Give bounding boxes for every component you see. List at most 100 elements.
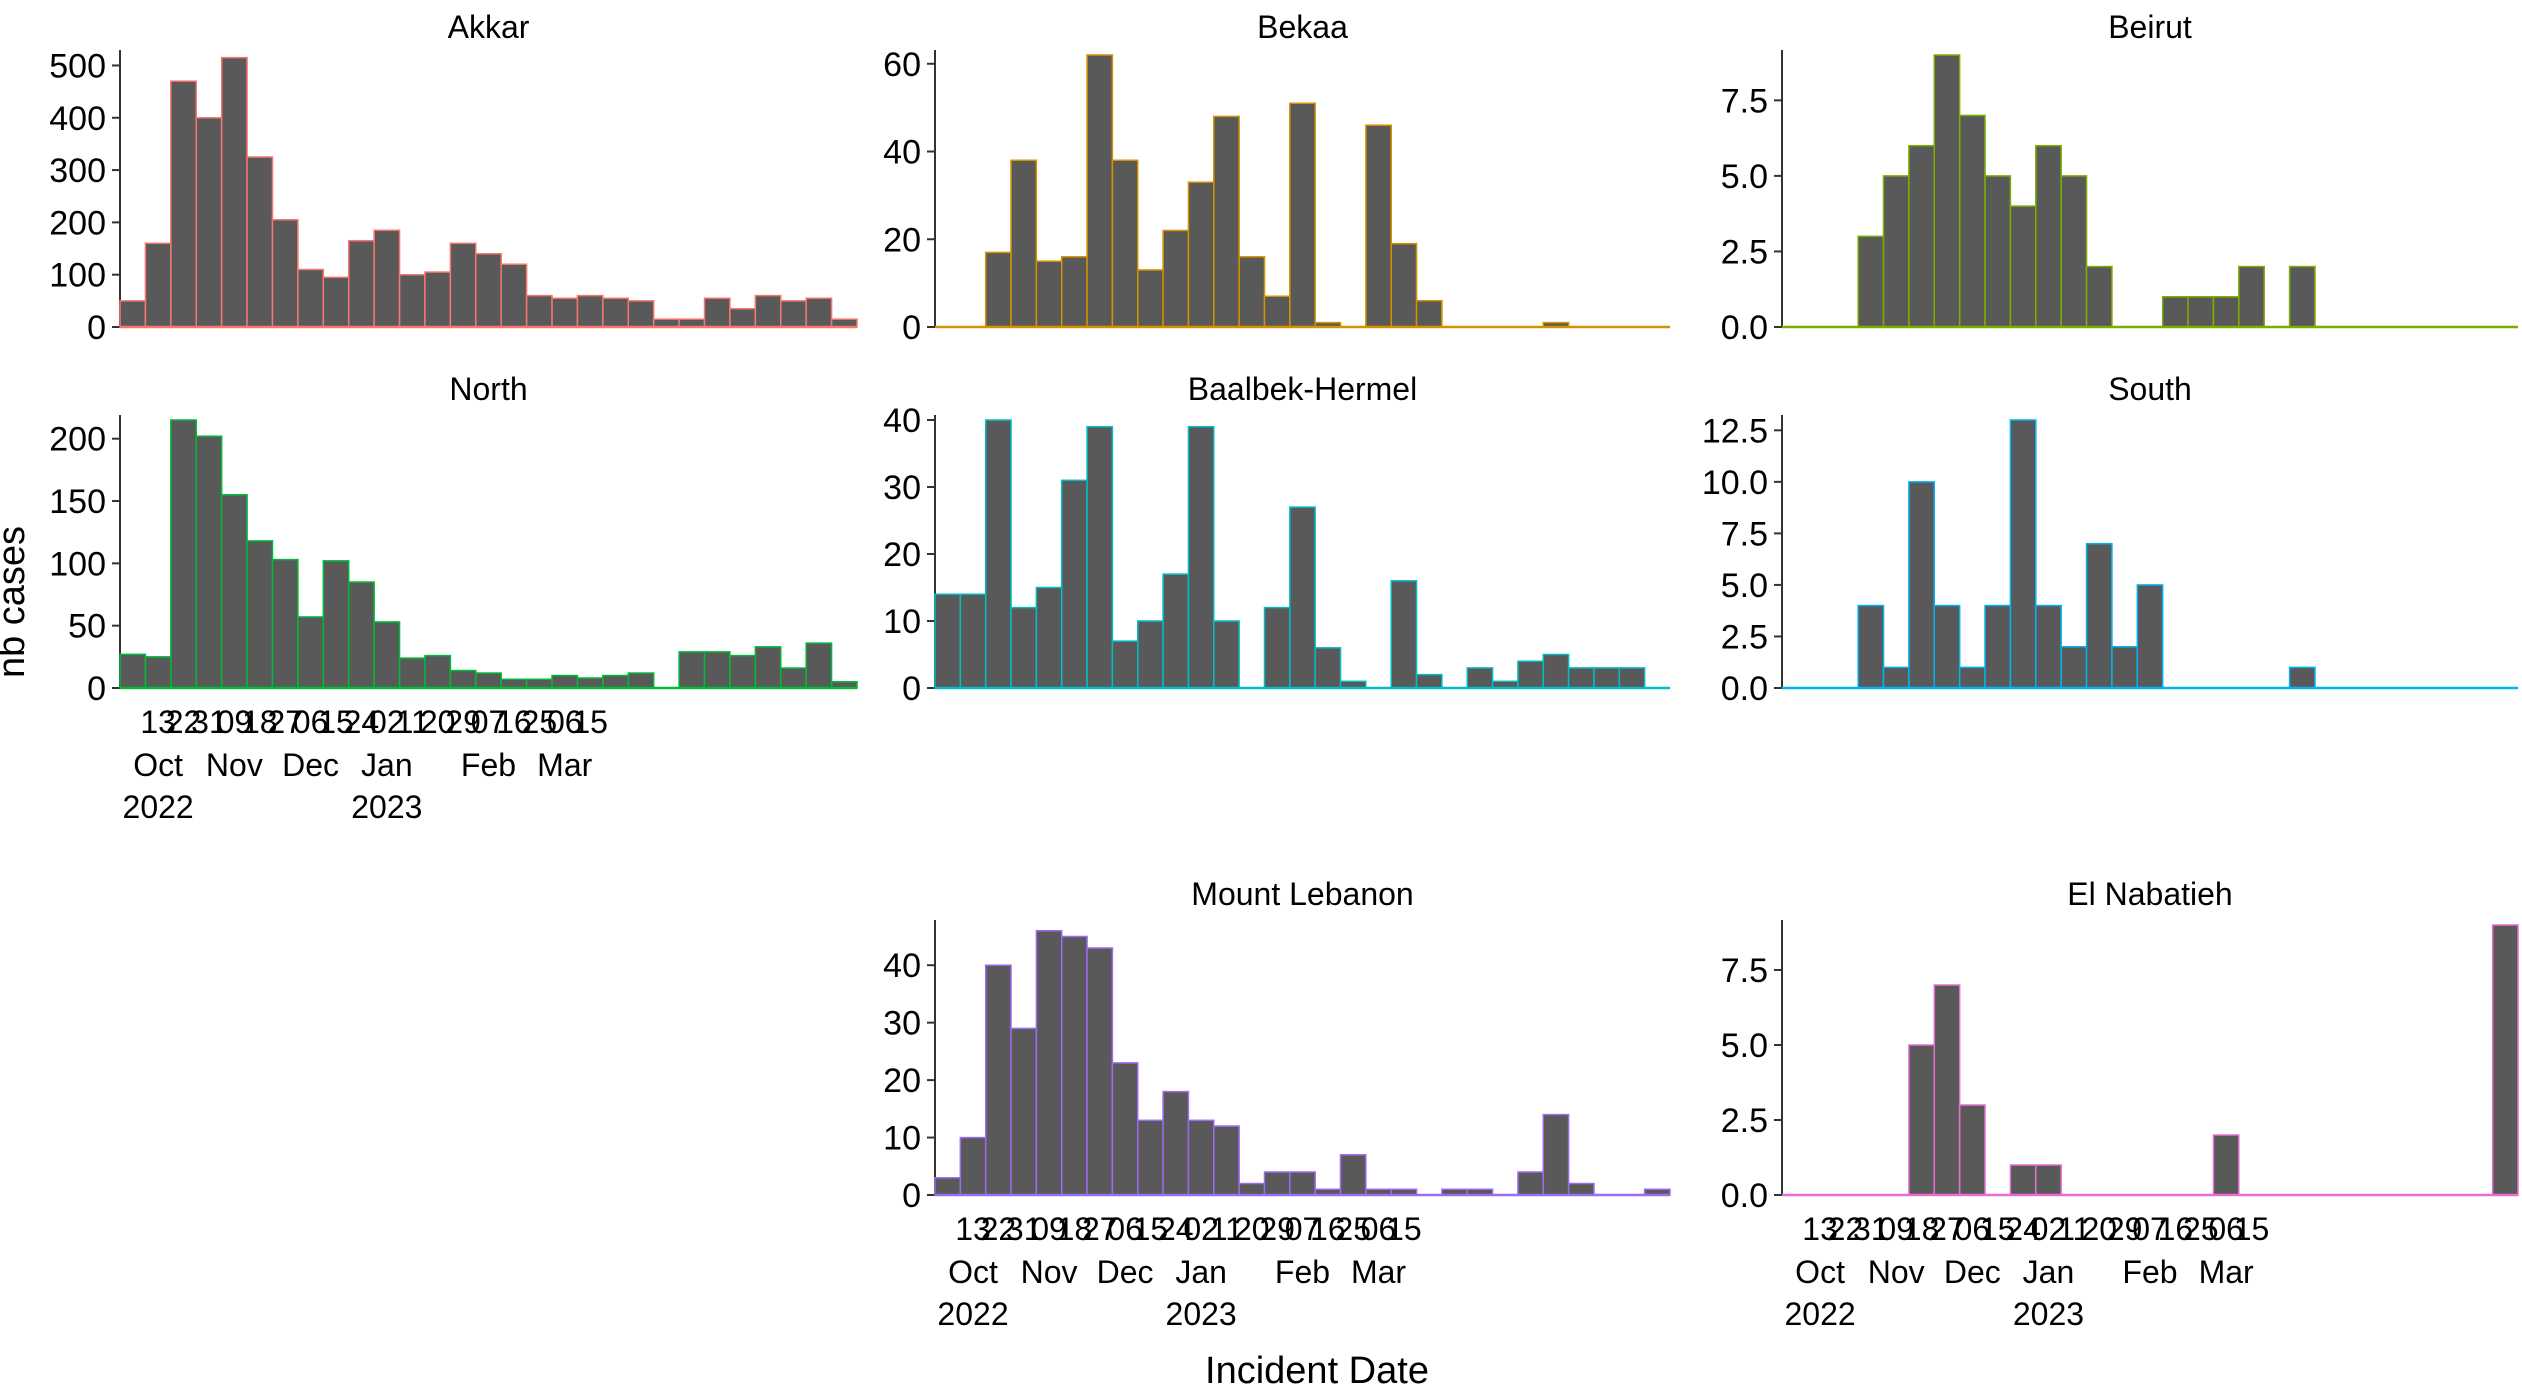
y-tick-label: 10.0 [1702, 464, 1768, 502]
y-tick-label: 7.5 [1721, 515, 1768, 553]
y-tick-label: 200 [49, 204, 106, 242]
bar [450, 243, 475, 327]
bar [222, 58, 247, 327]
bar [1239, 257, 1264, 327]
bar [272, 220, 297, 327]
bar [1036, 588, 1061, 689]
bar [2087, 267, 2112, 327]
x-month-label: Feb [2122, 1254, 2177, 1290]
bar [1518, 1172, 1543, 1195]
bar [1960, 667, 1985, 688]
bar [1214, 116, 1239, 327]
y-tick-label: 30 [883, 1005, 921, 1043]
bar [145, 243, 170, 327]
y-tick-label: 400 [49, 100, 106, 138]
bar [1518, 661, 1543, 688]
x-year-label: 2023 [351, 789, 422, 825]
bar [986, 965, 1011, 1195]
x-month-label: Nov [1021, 1254, 1078, 1290]
bar [1112, 641, 1137, 688]
bar [1062, 480, 1087, 688]
bar [425, 656, 450, 688]
bar [806, 643, 831, 688]
bar [1011, 1028, 1036, 1195]
y-tick-label: 0.0 [1721, 670, 1768, 708]
bar [2036, 146, 2061, 327]
y-tick-label: 2.5 [1721, 233, 1768, 271]
bar [1315, 648, 1340, 688]
bar [1858, 236, 1883, 327]
bar [2188, 297, 2213, 327]
bar [1594, 668, 1619, 688]
bar [806, 298, 831, 327]
panel-akkar: Akkar 0 100 200 300 400 500 [49, 9, 857, 347]
bar [1934, 985, 1959, 1195]
y-tick-label: 20 [883, 536, 921, 574]
bar [2061, 647, 2086, 688]
bar [986, 420, 1011, 688]
y-tick-label: 10 [883, 603, 921, 641]
bar [1112, 1063, 1137, 1195]
bar [1619, 668, 1644, 688]
bar [1417, 675, 1442, 688]
bar [1062, 936, 1087, 1195]
bar [577, 296, 602, 327]
bar [1188, 427, 1213, 688]
bar [298, 269, 323, 327]
panel-title-north: North [449, 371, 527, 407]
x-year-label: 2022 [1784, 1296, 1855, 1332]
y-tick-label: 10 [883, 1120, 921, 1158]
x-tick-label: 15 [1386, 1211, 1422, 1247]
bar [679, 652, 704, 688]
y-tick-label: 0 [902, 670, 921, 708]
bar [1391, 244, 1416, 327]
panel-el-nabatieh: El Nabatieh0.02.55.07.513223109182706152… [1721, 876, 2518, 1332]
bar [1569, 1184, 1594, 1195]
y-tick-label: 500 [49, 47, 106, 85]
bar [603, 676, 628, 688]
bar [552, 298, 577, 327]
bar [2137, 585, 2162, 688]
bar [755, 647, 780, 688]
bar [527, 296, 552, 327]
bar [1569, 668, 1594, 688]
panel-south: South 0.0 2.5 5.0 7.5 10.0 12.5 [1702, 371, 2518, 708]
bar [628, 301, 653, 327]
x-month-label: Dec [1097, 1254, 1154, 1290]
x-month-label: Nov [1868, 1254, 1925, 1290]
bar [1163, 230, 1188, 327]
bar [1985, 606, 2010, 688]
y-tick-label: 50 [68, 608, 106, 646]
y-tick-label: 2.5 [1721, 618, 1768, 656]
bar [1062, 257, 1087, 327]
bar [171, 81, 196, 327]
bar [1884, 176, 1909, 327]
bar [272, 560, 297, 688]
x-tick-label: 15 [572, 704, 608, 740]
y-tick-label: 40 [883, 134, 921, 172]
bar [2213, 1135, 2238, 1195]
bar [1341, 1155, 1366, 1195]
facet-panels: Akkar0100200300400500Bekaa0204060Beirut0… [49, 9, 2518, 1332]
bar [781, 301, 806, 327]
bar [730, 309, 755, 327]
bar [1909, 1045, 1934, 1195]
bar [2112, 647, 2137, 688]
bar [2087, 544, 2112, 688]
panel-mount-lebanon: Mount Lebanon010203040132231091827061524… [883, 876, 1670, 1332]
bar [1909, 146, 1934, 327]
bar [2239, 267, 2264, 327]
panel-title-mount-lebanon: Mount Lebanon [1191, 876, 1413, 912]
x-month-label: Feb [461, 747, 516, 783]
y-tick-label: 0 [902, 1177, 921, 1215]
bar [986, 252, 1011, 327]
bar [1960, 115, 1985, 327]
bar [476, 673, 501, 688]
x-month-label: Mar [537, 747, 592, 783]
bar [705, 652, 730, 688]
x-month-label: Mar [1351, 1254, 1406, 1290]
x-axis-title: Incident Date [1205, 1350, 1429, 1392]
x-month-label: Oct [133, 747, 183, 783]
bar [1214, 621, 1239, 688]
y-tick-label: 60 [883, 46, 921, 84]
